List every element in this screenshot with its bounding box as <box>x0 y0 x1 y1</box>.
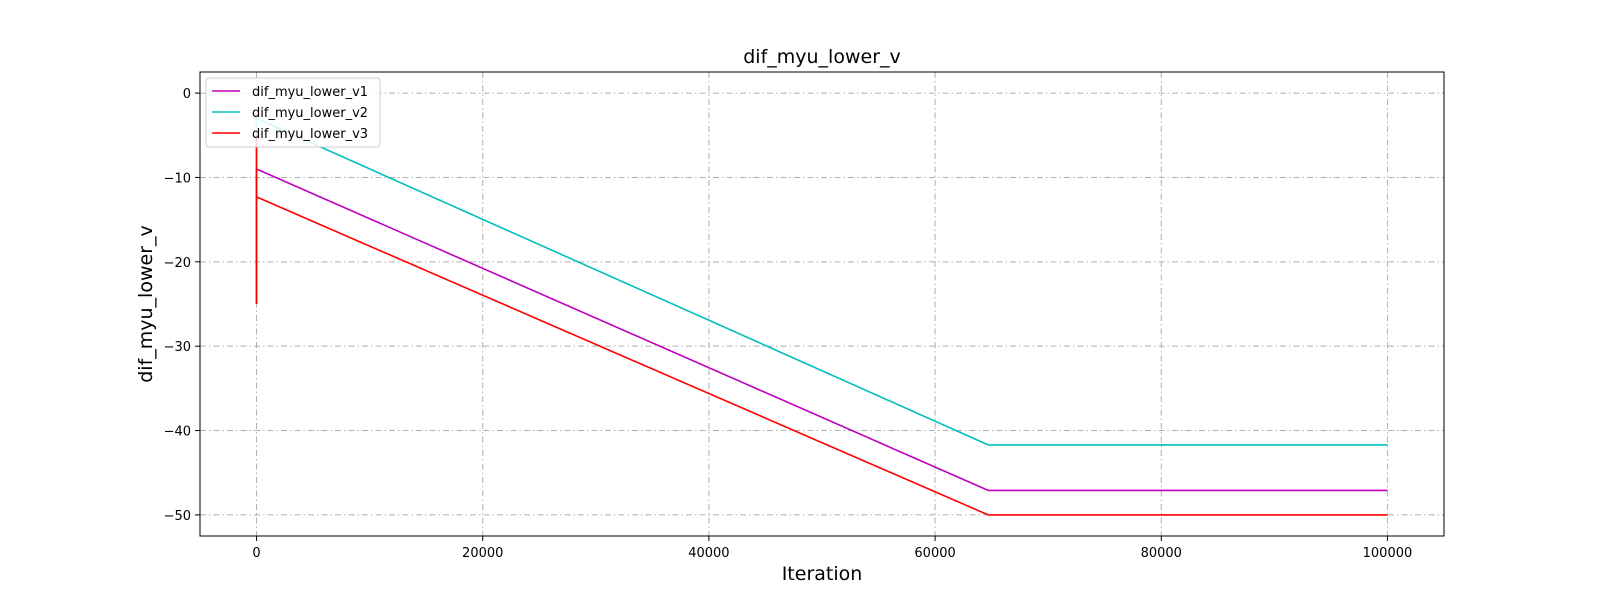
legend-label: dif_myu_lower_v1 <box>252 85 368 100</box>
y-axis-label: dif_myu_lower_v <box>135 225 157 383</box>
x-axis-label: Iteration <box>782 563 863 585</box>
y-tick-label: −20 <box>164 256 191 271</box>
y-tick-label: −40 <box>164 425 191 440</box>
plot-frame <box>199 71 1445 537</box>
grid <box>200 72 1444 536</box>
series-line-2 <box>255 117 1388 446</box>
chart-title: dif_myu_lower_v <box>743 46 901 68</box>
x-tick-label: 80000 <box>1141 546 1182 561</box>
y-tick-label: −30 <box>164 340 191 355</box>
x-tick-label: 0 <box>252 546 260 561</box>
axis-ticks: 0 20000 40000 60000 80000 100000 0 −10 −20 −30 −40… <box>164 87 1413 561</box>
y-tick-label: −10 <box>164 171 191 186</box>
y-tick-label: 0 <box>183 87 191 102</box>
series-line-3 <box>255 134 1388 516</box>
legend-label: dif_myu_lower_v2 <box>252 106 368 121</box>
x-tick-label: 100000 <box>1363 546 1413 561</box>
x-tick-label: 60000 <box>914 546 955 561</box>
x-tick-label: 20000 <box>462 546 503 561</box>
legend-box <box>205 77 381 148</box>
series-lines <box>255 117 1388 516</box>
legend: dif_myu_lower_v1 dif_myu_lower_v2 dif_myu_… <box>205 77 381 148</box>
legend-label: dif_myu_lower_v3 <box>252 127 368 142</box>
y-tick-label: −50 <box>164 509 191 524</box>
x-tick-label: 40000 <box>688 546 729 561</box>
